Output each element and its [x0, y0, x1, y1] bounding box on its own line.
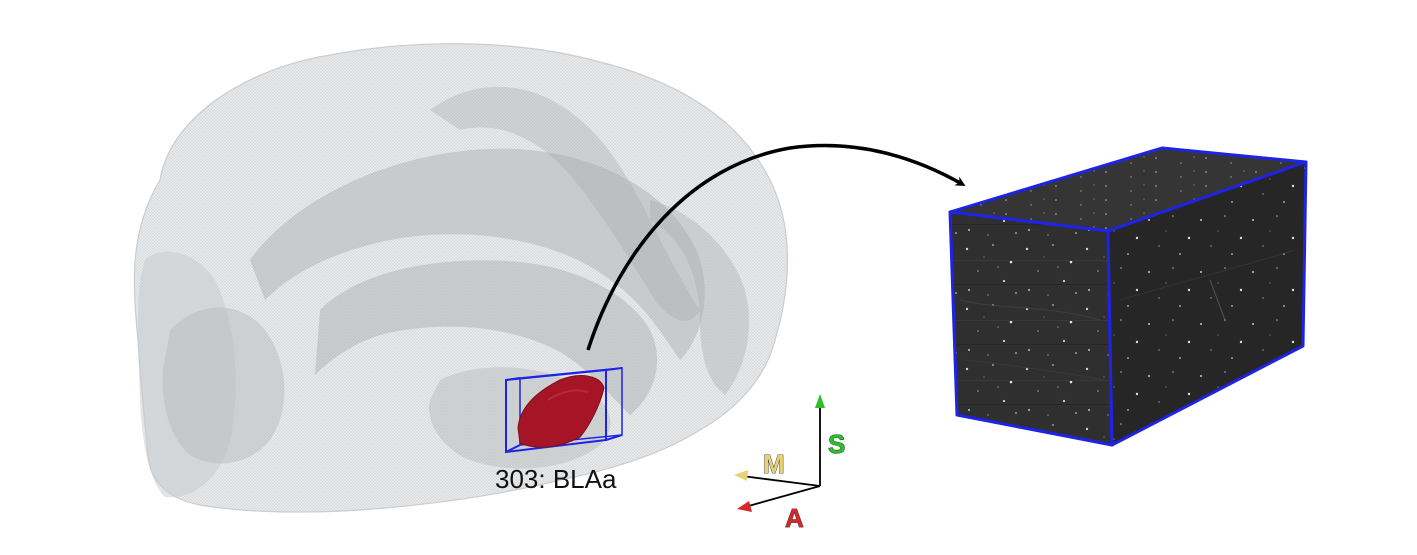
region-bounding-box-front [505, 367, 623, 453]
zoom-arrow [586, 143, 966, 351]
brain-inner-band-3 [430, 86, 700, 321]
axis-anterior-line [744, 485, 821, 508]
axis-anterior-arrowhead [737, 501, 752, 512]
brain-inner-band-1 [250, 148, 705, 360]
axis-anterior-label: A [785, 503, 804, 533]
orientation-axes: S M A [734, 394, 846, 533]
axis-medial-line [741, 475, 821, 487]
region-label: 303: BLAa [495, 464, 617, 494]
volume-front-face [948, 210, 1114, 447]
volume-side-face [1106, 160, 1308, 447]
axis-medial-arrowhead [734, 470, 748, 481]
volume-cuboid [948, 146, 1308, 447]
brain-front-lobe [137, 251, 236, 498]
brain-inner-band-4 [162, 307, 285, 464]
brain-mesh [133, 43, 789, 513]
region-blaa-volume [517, 375, 605, 448]
axis-medial-label: M [763, 449, 785, 479]
axis-superior-arrowhead [815, 394, 825, 408]
brain-inner-band-6 [650, 200, 749, 395]
axis-superior-label: S [828, 429, 845, 459]
region-blaa-highlight [547, 389, 589, 401]
brain-inner-band-2 [315, 260, 658, 415]
